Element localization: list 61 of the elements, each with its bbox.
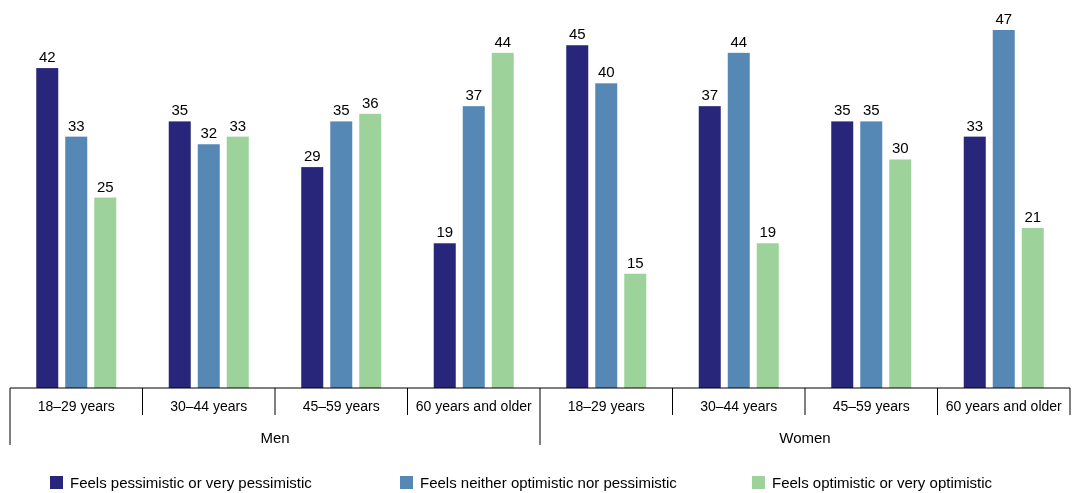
data-label: 45 [568, 25, 586, 43]
data-label: 19 [436, 223, 454, 241]
data-label: 35 [171, 101, 189, 119]
bar [889, 159, 912, 388]
bar [756, 243, 779, 388]
bar [226, 136, 249, 388]
x-tick-label: 18–29 years [37, 398, 115, 414]
x-tick-label: 45–59 years [832, 398, 910, 414]
bar [727, 52, 750, 388]
x-tick-label: 60 years and older [945, 398, 1063, 414]
bar [301, 167, 324, 388]
data-label: 44 [494, 32, 512, 50]
bar [168, 121, 191, 388]
bar [433, 243, 456, 388]
x-tick-label: 60 years and older [415, 398, 533, 414]
data-label: 35 [833, 101, 851, 119]
data-label: 47 [995, 10, 1013, 27]
bar [566, 45, 589, 388]
data-label: 25 [96, 177, 114, 195]
bar [992, 30, 1015, 388]
data-label: 33 [67, 116, 85, 134]
data-label: 36 [361, 93, 379, 111]
bar [94, 197, 117, 388]
data-label: 35 [862, 101, 880, 119]
x-tick-label: 30–44 years [700, 398, 778, 414]
legend-label: Feels neither optimistic nor pessimistic [420, 474, 678, 491]
bar [359, 113, 382, 388]
bar [462, 106, 485, 388]
data-label: 33 [229, 116, 247, 134]
bar [831, 121, 854, 388]
bar [1021, 228, 1044, 388]
bar [860, 121, 883, 388]
x-tick-label: 18–29 years [567, 398, 645, 414]
bar [330, 121, 353, 388]
data-label: 29 [303, 147, 321, 165]
bar [624, 273, 647, 388]
text: Men [260, 429, 290, 446]
bar [197, 144, 220, 388]
data-label: 40 [597, 63, 615, 81]
data-label: 15 [626, 253, 644, 271]
bar [491, 52, 514, 388]
data-label: 37 [701, 86, 719, 104]
x-tick-label: 30–44 years [170, 398, 248, 414]
bar [36, 68, 59, 388]
data-label: 30 [891, 139, 909, 157]
bar [698, 106, 721, 388]
data-label: 21 [1024, 208, 1042, 226]
data-label: 37 [465, 86, 483, 104]
data-label: 32 [200, 124, 218, 142]
legend-label: Feels optimistic or very optimistic [772, 474, 993, 491]
data-label: 35 [332, 101, 350, 119]
bar [595, 83, 618, 388]
x-tick-label: 45–59 years [302, 398, 380, 414]
bar [963, 136, 986, 388]
data-label: 42 [38, 48, 56, 66]
data-label: 44 [730, 32, 748, 50]
legend-label: Feels pessimistic or very pessimistic [70, 474, 313, 491]
data-label: 19 [759, 223, 777, 241]
text: Women [779, 429, 831, 446]
bar [65, 136, 88, 388]
data-label: 33 [966, 116, 984, 134]
